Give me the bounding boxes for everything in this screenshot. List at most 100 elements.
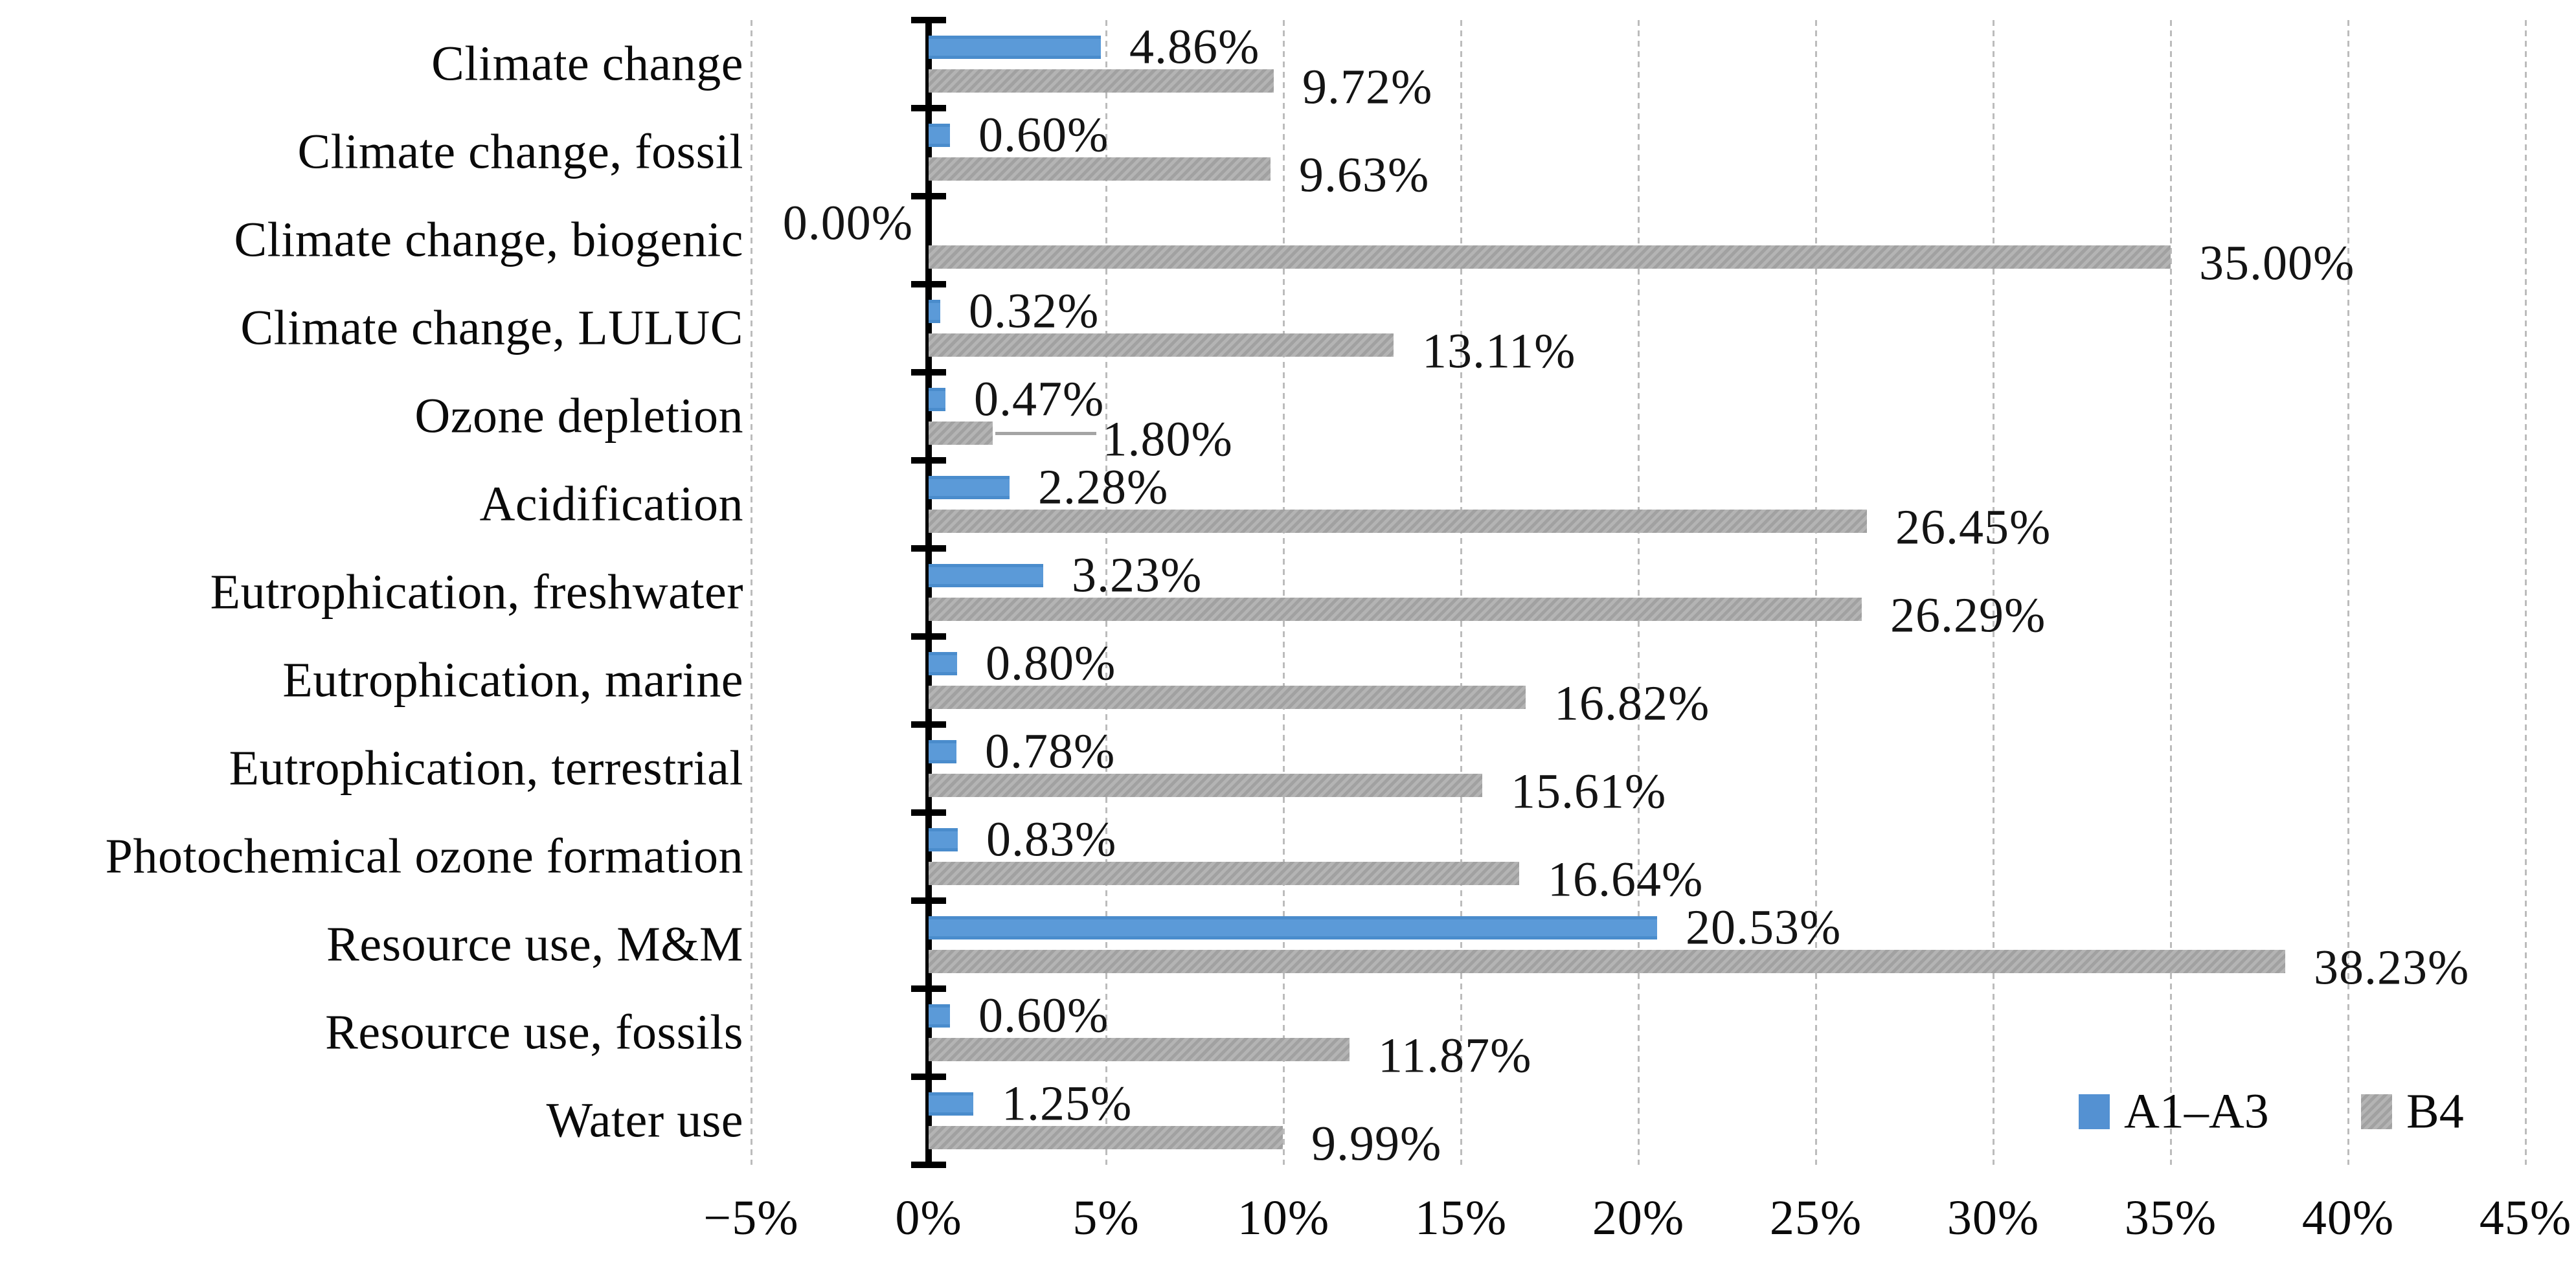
value-label: 0.80% — [986, 636, 1116, 691]
y-axis-tick — [911, 457, 946, 464]
bar-b4 — [929, 157, 1271, 181]
x-tick-label: 25% — [1769, 1191, 1862, 1245]
y-axis-tick — [911, 633, 946, 640]
gridline — [1993, 20, 1994, 1165]
gridline — [1815, 20, 1817, 1165]
y-axis-tick — [911, 985, 946, 992]
x-tick-label: 5% — [1072, 1191, 1140, 1245]
gridline — [1460, 20, 1462, 1165]
y-axis-tick — [911, 897, 946, 904]
category-label: Water use — [546, 1093, 743, 1148]
y-axis-tick — [911, 721, 946, 728]
gridline — [2525, 20, 2527, 1165]
category-label: Ozone depletion — [414, 388, 743, 444]
bar-a1a3 — [929, 300, 940, 323]
gridline — [1638, 20, 1640, 1165]
gridline — [2170, 20, 2172, 1165]
category-label: Eutrophication, freshwater — [210, 565, 743, 620]
value-label: 2.28% — [1038, 460, 1169, 515]
value-label: 35.00% — [2199, 236, 2355, 291]
category-label: Photochemical ozone formation — [105, 829, 743, 884]
bar-a1a3 — [929, 36, 1101, 59]
x-tick-label: 0% — [895, 1191, 962, 1245]
value-label: 11.87% — [1378, 1028, 1532, 1083]
bar-b4 — [929, 245, 2171, 269]
label-leader-line — [995, 432, 1096, 435]
category-label: Climate change — [431, 36, 743, 91]
y-axis-tick — [911, 105, 946, 111]
value-label: 9.63% — [1299, 148, 1430, 203]
legend-label: A1–A3 — [2124, 1084, 2269, 1139]
bar-b4 — [929, 422, 993, 445]
y-axis-tick — [911, 17, 946, 23]
y-axis-tick — [911, 809, 946, 816]
bar-a1a3 — [929, 740, 956, 763]
x-tick-label: 10% — [1237, 1191, 1330, 1245]
bar-a1a3 — [929, 916, 1657, 939]
bar-a1a3 — [929, 1004, 950, 1028]
value-label: 38.23% — [2314, 940, 2470, 995]
gridline — [2347, 20, 2349, 1165]
bar-b4 — [929, 950, 2285, 973]
value-label: 0.60% — [978, 107, 1109, 163]
x-tick-label: 45% — [2479, 1191, 2572, 1245]
x-tick-label: 20% — [1592, 1191, 1685, 1245]
category-label: Resource use, M&M — [326, 917, 743, 972]
y-axis-tick — [911, 193, 946, 199]
y-axis-tick — [911, 545, 946, 552]
value-label: 0.00% — [782, 196, 913, 251]
y-axis-tick — [911, 281, 946, 287]
x-tick-label: 40% — [2301, 1191, 2395, 1245]
bar-b4 — [929, 333, 1394, 357]
category-label: Resource use, fossils — [325, 1005, 743, 1060]
value-label: 0.32% — [969, 284, 1100, 339]
gridline — [1105, 20, 1107, 1165]
legend-swatch-b4 — [2361, 1094, 2392, 1129]
bar-b4 — [929, 69, 1274, 93]
category-label: Climate change, biogenic — [234, 212, 743, 267]
x-tick-label: −5% — [703, 1191, 799, 1245]
x-tick-label: 30% — [1947, 1191, 2040, 1245]
value-label: 1.25% — [1002, 1076, 1133, 1131]
x-tick-label: 15% — [1414, 1191, 1508, 1245]
bar-a1a3 — [929, 1092, 973, 1116]
value-label: 4.86% — [1129, 19, 1260, 74]
legend-swatch-a1a3 — [2079, 1094, 2110, 1129]
legend-label: B4 — [2406, 1084, 2464, 1139]
category-label: Eutrophication, marine — [282, 653, 743, 708]
bar-b4 — [929, 774, 1482, 797]
bar-a1a3 — [929, 388, 945, 411]
value-label: 13.11% — [1422, 324, 1576, 379]
value-label: 0.83% — [986, 812, 1117, 867]
value-label: 16.82% — [1554, 676, 1710, 731]
category-label: Acidification — [479, 477, 743, 532]
bar-a1a3 — [929, 652, 957, 675]
value-label: 16.64% — [1548, 852, 1704, 907]
value-label: 0.78% — [985, 724, 1116, 779]
y-axis-tick — [911, 1074, 946, 1080]
value-label: 9.99% — [1311, 1116, 1442, 1171]
bar-a1a3 — [929, 476, 1010, 499]
value-label: 26.45% — [1895, 500, 2051, 555]
bar-b4 — [929, 686, 1526, 709]
category-label: Eutrophication, terrestrial — [229, 741, 743, 796]
value-label: 26.29% — [1890, 588, 2046, 643]
value-label: 9.72% — [1302, 60, 1433, 115]
bar-b4 — [929, 598, 1862, 621]
bar-a1a3 — [929, 564, 1043, 587]
x-tick-label: 35% — [2124, 1191, 2217, 1245]
category-label: Climate change, LULUC — [240, 300, 743, 355]
value-label: 0.60% — [978, 988, 1109, 1043]
value-label: 1.80% — [1102, 412, 1233, 467]
gridline — [1283, 20, 1285, 1165]
y-axis-tick — [911, 1162, 946, 1168]
bar-a1a3 — [929, 124, 950, 147]
value-label: 20.53% — [1686, 900, 1842, 955]
bar-a1a3 — [929, 828, 958, 851]
gridline — [751, 20, 752, 1165]
bar-b4 — [929, 1038, 1350, 1061]
value-label: 0.47% — [974, 372, 1105, 427]
y-axis-tick — [911, 369, 946, 376]
bar-b4 — [929, 510, 1867, 533]
